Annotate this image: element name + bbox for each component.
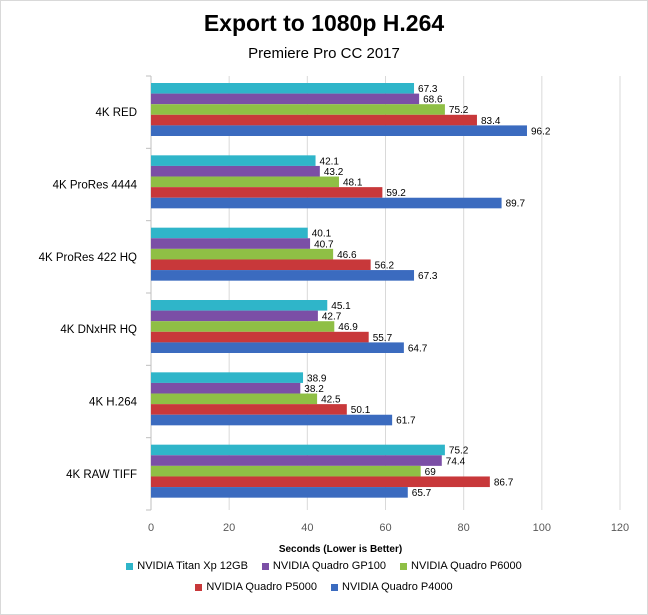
bar <box>151 187 383 198</box>
category-label: 4K RED <box>95 107 137 119</box>
data-label: 61.7 <box>396 416 416 427</box>
bar <box>151 414 393 426</box>
legend-row: NVIDIA Titan Xp 12GB NVIDIA Quadro GP100 N… <box>0 560 648 572</box>
data-label: 42.1 <box>320 156 340 167</box>
bar <box>151 372 304 383</box>
legend-item: NVIDIA Quadro P4000 <box>331 581 453 593</box>
bar <box>151 404 347 415</box>
chart-subtitle: Premiere Pro CC 2017 <box>248 45 400 62</box>
legend-swatch <box>126 562 134 570</box>
data-label: 74.4 <box>446 456 466 467</box>
x-tick-label: 80 <box>458 522 470 534</box>
data-label: 42.5 <box>321 395 341 406</box>
legend-label: NVIDIA Titan Xp 12GB <box>137 560 248 572</box>
data-label: 48.1 <box>343 178 363 189</box>
bar <box>151 165 320 177</box>
data-label: 64.7 <box>408 343 428 354</box>
bar <box>151 238 311 249</box>
data-label: 38.2 <box>304 384 324 395</box>
bar <box>151 310 318 322</box>
legend-label: NVIDIA Quadro P4000 <box>342 581 453 593</box>
data-label: 68.6 <box>423 95 443 106</box>
data-label: 83.4 <box>481 116 501 127</box>
bar <box>151 114 477 126</box>
bar <box>151 331 369 343</box>
data-label: 67.3 <box>418 271 438 282</box>
legend-item: NVIDIA Quadro GP100 <box>261 560 387 572</box>
data-label: 86.7 <box>494 477 514 488</box>
bar <box>151 465 421 477</box>
bar <box>151 125 527 136</box>
category-label: 4K ProRes 422 HQ <box>39 252 137 264</box>
data-label: 43.2 <box>324 167 344 178</box>
data-label: 55.7 <box>373 333 393 344</box>
data-label: 45.1 <box>331 301 351 312</box>
legend-item: NVIDIA Titan Xp 12GB <box>126 560 248 572</box>
x-tick-label: 120 <box>611 522 629 534</box>
chart-title: Export to 1080p H.264 <box>203 10 445 36</box>
data-label: 59.2 <box>386 188 406 199</box>
bar <box>151 455 442 466</box>
bar <box>151 393 318 405</box>
x-tick-label: 60 <box>379 522 391 534</box>
bar <box>151 300 328 311</box>
x-tick-label: 40 <box>301 522 313 534</box>
bar <box>151 342 404 353</box>
category-label: 4K ProRes 4444 <box>53 180 138 192</box>
data-label: 75.2 <box>449 105 469 116</box>
bar <box>151 259 371 271</box>
data-label: 69 <box>425 467 437 478</box>
x-tick-label: 20 <box>223 522 235 534</box>
bar <box>151 321 335 332</box>
data-label: 50.1 <box>351 405 371 416</box>
bar <box>151 176 339 188</box>
data-label: 56.2 <box>375 260 395 271</box>
legend-label: NVIDIA Quadro P6000 <box>411 560 522 572</box>
bar <box>151 270 415 281</box>
legend-label: NVIDIA Quadro GP100 <box>272 560 387 572</box>
legend-swatch <box>195 583 203 591</box>
x-tick-label: 100 <box>533 522 551 534</box>
category-label: 4K DNxHR HQ <box>60 324 137 336</box>
bar <box>151 248 334 260</box>
bar <box>151 93 420 105</box>
bar <box>151 104 445 115</box>
legend-row: NVIDIA Quadro P5000 NVIDIA Quadro P4000 <box>0 581 648 593</box>
data-label: 46.6 <box>337 250 357 261</box>
data-label: 65.7 <box>412 488 432 499</box>
data-label: 42.7 <box>322 312 342 323</box>
bar <box>151 155 316 166</box>
legend-item: NVIDIA Quadro P6000 <box>400 560 522 572</box>
bar <box>151 227 308 239</box>
legend-swatch <box>400 562 408 570</box>
x-tick-label: 0 <box>148 522 154 534</box>
category-label: 4K H.264 <box>89 397 138 409</box>
bar <box>151 382 301 394</box>
data-label: 89.7 <box>506 199 526 210</box>
bar <box>151 197 502 209</box>
data-label: 38.9 <box>307 373 327 384</box>
x-axis-title: Seconds (Lower is Better) <box>279 544 402 555</box>
bar <box>151 487 408 498</box>
bar <box>151 444 445 456</box>
data-label: 67.3 <box>418 84 438 95</box>
category-label: 4K RAW TIFF <box>66 469 137 481</box>
bar <box>151 83 415 94</box>
legend-swatch <box>331 583 338 591</box>
data-label: 46.9 <box>338 322 358 333</box>
data-label: 96.2 <box>531 126 551 137</box>
data-label: 40.7 <box>314 239 334 250</box>
data-label: 40.1 <box>312 229 332 240</box>
legend-swatch <box>261 562 269 570</box>
data-label: 75.2 <box>449 446 469 457</box>
bar <box>151 476 490 488</box>
legend-item: NVIDIA Quadro P5000 <box>195 581 317 593</box>
legend: NVIDIA Titan Xp 12GB NVIDIA Quadro GP100 N… <box>0 560 648 602</box>
legend-label: NVIDIA Quadro P5000 <box>206 581 317 593</box>
